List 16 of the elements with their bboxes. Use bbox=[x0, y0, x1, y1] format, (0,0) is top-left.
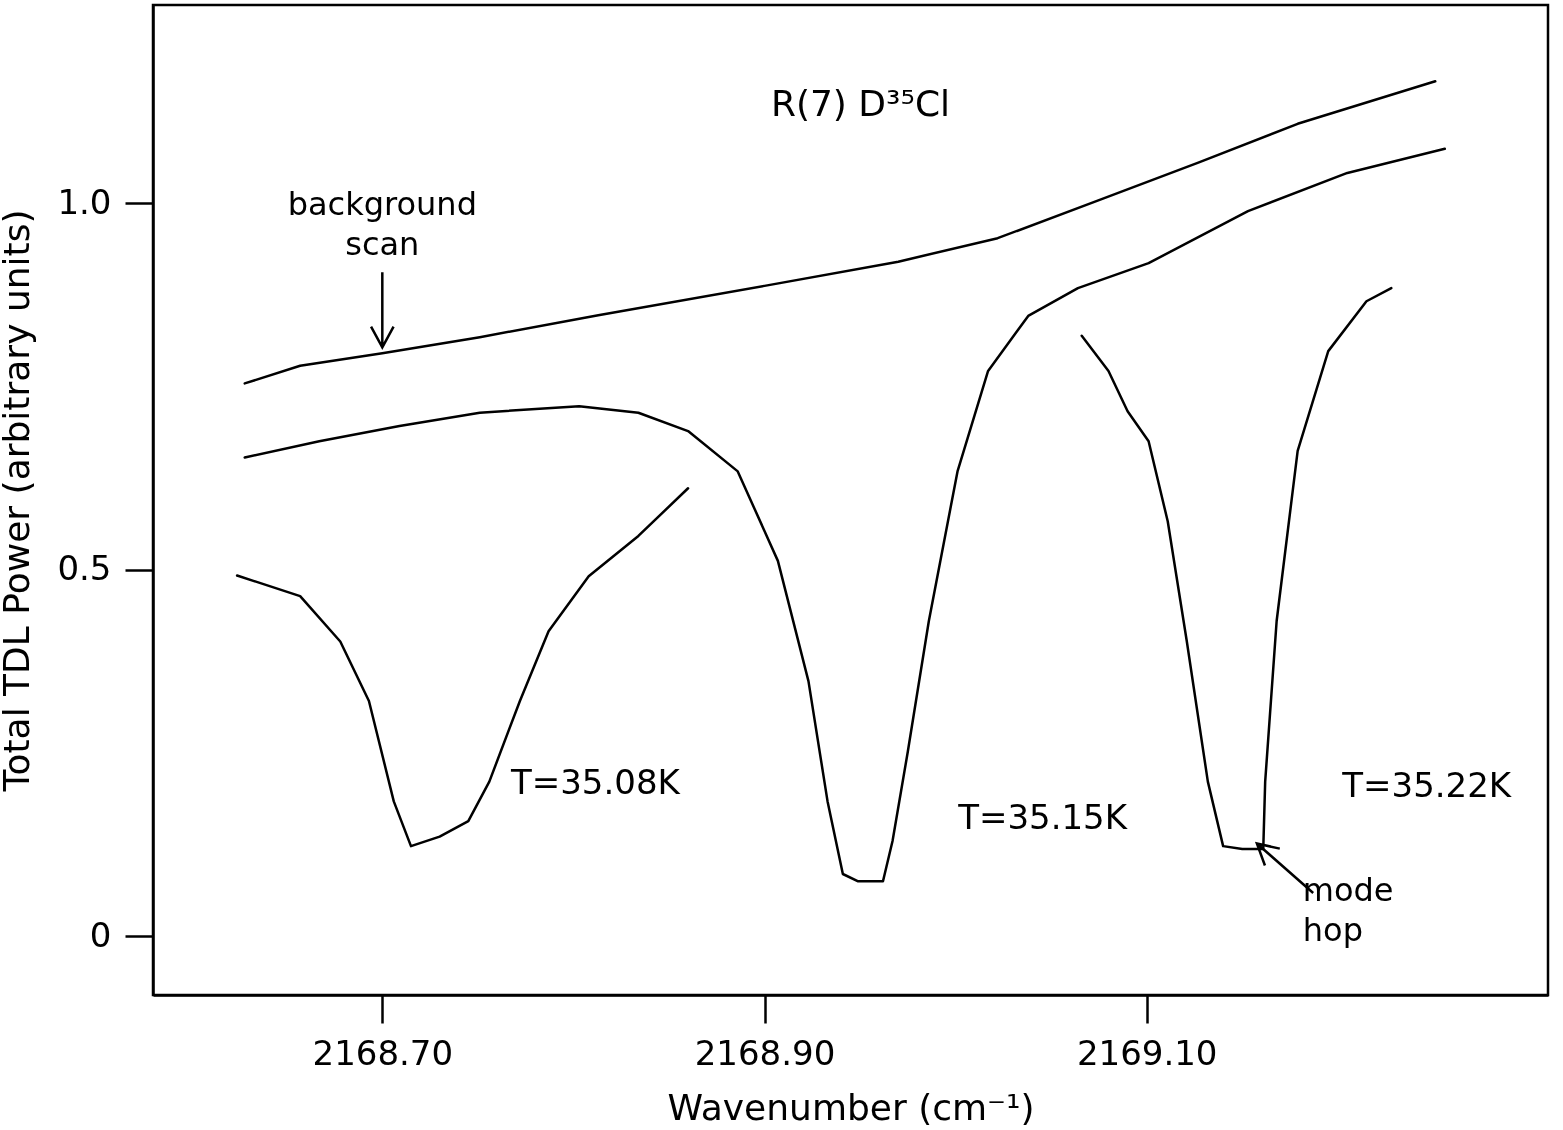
series-label: T=35.08K bbox=[509, 762, 682, 803]
line-series bbox=[235, 487, 690, 848]
line-series bbox=[243, 80, 1437, 385]
y-tick-label: 0 bbox=[89, 914, 112, 955]
y-tick-label: 1.0 bbox=[57, 181, 112, 222]
annotation: background scan bbox=[287, 185, 477, 264]
x-axis-title: Wavenumber (cm⁻¹) bbox=[667, 1086, 1035, 1128]
x-tick-label: 2169.10 bbox=[1076, 1032, 1218, 1073]
annotation: mode hop bbox=[1302, 871, 1394, 950]
text: R(7) D³⁵Cl bbox=[770, 83, 951, 124]
text: T=35.22K bbox=[1341, 765, 1513, 806]
x-tick-label: 2168.70 bbox=[312, 1032, 454, 1073]
series-label: T=35.15K bbox=[957, 797, 1129, 838]
x-tick-label: 2168.90 bbox=[694, 1032, 836, 1073]
y-tick-label: 0.5 bbox=[57, 548, 112, 589]
y-axis-title: Total TDL Power (arbitrary units) bbox=[0, 209, 38, 793]
